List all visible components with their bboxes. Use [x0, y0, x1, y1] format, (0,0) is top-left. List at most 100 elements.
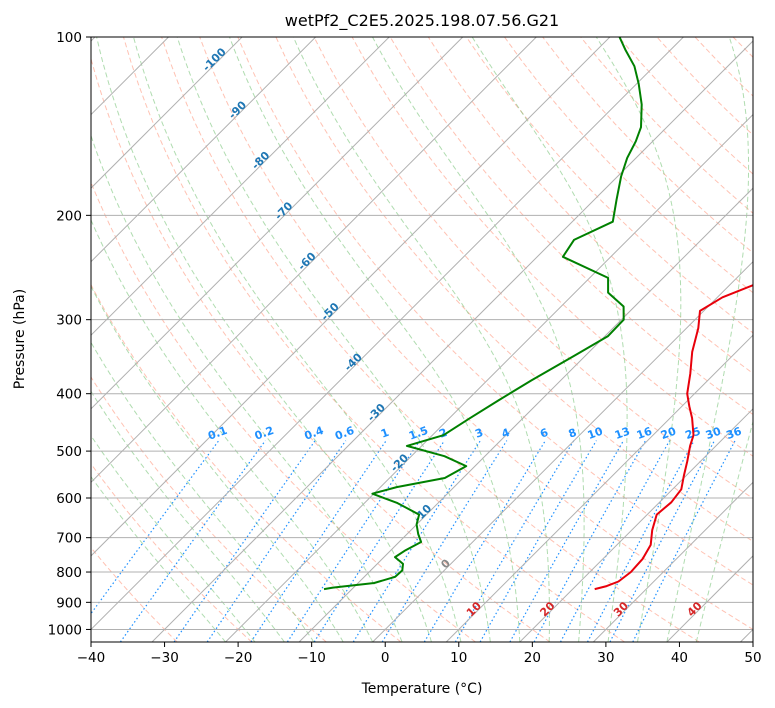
- dry-adiabat: [237, 37, 753, 586]
- x-tick-label: −40: [77, 650, 106, 666]
- mixing-ratio-line: [533, 440, 647, 642]
- isotherm-line: [592, 481, 753, 642]
- mixing-ratio-line: [559, 440, 671, 642]
- y-tick-label: 300: [56, 313, 82, 329]
- sounding-profiles: [323, 37, 753, 591]
- isotherm-line: [91, 37, 685, 631]
- isotherm-line: [298, 187, 753, 642]
- moist-adiabat: [91, 285, 344, 642]
- moist-adiabat: [96, 37, 432, 642]
- y-tick-label: 400: [56, 387, 82, 403]
- x-tick-label: 50: [744, 650, 761, 666]
- isotherm-line: [91, 37, 243, 189]
- mixing-ratio-line: [632, 440, 736, 642]
- mixing-ratio-line: [509, 440, 625, 642]
- x-tick-label: −30: [150, 650, 179, 666]
- dry-adiabat: [91, 463, 253, 642]
- moist-adiabat: [91, 341, 315, 642]
- temperature-profile: [594, 284, 753, 591]
- mixing-ratio-label: 8: [567, 426, 579, 441]
- dry-adiabat: [91, 376, 327, 642]
- isotherm-line: [445, 334, 753, 642]
- moist-adiabat: [292, 37, 550, 642]
- y-tick-label: 800: [56, 565, 82, 581]
- isotherm-line: [151, 40, 753, 642]
- x-tick-label: −20: [224, 650, 253, 666]
- mixing-ratio-label: 0.2: [253, 424, 276, 443]
- mixing-ratio-label: 1: [379, 426, 391, 441]
- y-tick-label: 900: [56, 595, 82, 611]
- dry-adiabat: [161, 37, 700, 642]
- mixing-ratio-line: [119, 440, 266, 642]
- x-axis-title: Temperature (°C): [361, 681, 483, 697]
- moist-adiabat: [91, 475, 226, 642]
- y-tick-label: 1000: [48, 622, 82, 638]
- isotherm-line: [225, 113, 753, 642]
- mixing-ratio-line: [479, 440, 597, 642]
- mixing-ratio-line: [352, 440, 481, 642]
- plot-frame: [90, 36, 754, 643]
- isotherm-line: [372, 260, 753, 642]
- mixing-ratio-line: [454, 440, 575, 642]
- mixing-ratio-lines: [91, 440, 736, 642]
- moist-adiabat: [595, 37, 682, 642]
- moist-adiabat: [372, 37, 585, 642]
- x-tick-label: 0: [381, 650, 390, 666]
- mixing-ratio-label: 6: [538, 426, 550, 441]
- y-axis: 100 200 300 400 500 600 700 800 900 1000: [48, 30, 91, 638]
- mixing-ratio-label: 36: [725, 424, 744, 442]
- x-axis: −40 −30 −20 −10 0 10 20 30 40 50: [77, 642, 762, 666]
- moist-adiabat: [229, 37, 521, 642]
- y-tick-label: 200: [56, 208, 82, 224]
- y-tick-label: 700: [56, 531, 82, 547]
- moist-adiabat: [471, 37, 628, 642]
- dry-adiabat: [91, 56, 551, 642]
- isotherm-line: [91, 37, 170, 116]
- mixing-ratio-line: [423, 440, 546, 642]
- mixing-ratio-line: [250, 440, 387, 642]
- dry-adiabat: [91, 181, 476, 642]
- mixing-ratio-label: 3: [473, 426, 485, 441]
- mixing-ratio-label: 10: [586, 424, 605, 442]
- mixing-ratio-line: [173, 440, 316, 642]
- chart-title: wetPf2_C2E5.2025.198.07.56.G21: [285, 11, 559, 31]
- mixing-ratio-label: 0.6: [333, 424, 356, 443]
- dry-adiabat: [91, 546, 178, 642]
- x-tick-label: 40: [671, 650, 688, 666]
- y-axis-title: Pressure (hPa): [12, 289, 28, 389]
- mixing-ratio-line: [286, 440, 421, 642]
- mixing-ratio-label: 0.4: [303, 424, 326, 443]
- mixing-ratio-label: 4: [500, 426, 512, 441]
- x-tick-label: 30: [597, 650, 614, 666]
- y-tick-label: 100: [56, 30, 82, 46]
- moist-adiabat: [666, 37, 750, 642]
- dry-adiabat: [389, 37, 753, 416]
- isotherm-line: [519, 408, 753, 642]
- mixing-ratio-line: [313, 440, 445, 642]
- moist-adiabat: [91, 218, 374, 642]
- moist-adiabat: [176, 37, 491, 642]
- isotherm-line: [91, 37, 317, 263]
- isotherm-line: [91, 37, 538, 484]
- dry-adiabat: [313, 37, 753, 500]
- mixing-ratio-label: 0.1: [206, 424, 229, 443]
- pressure-gridlines: [91, 37, 753, 630]
- dry-adiabat: [503, 37, 753, 294]
- y-tick-label: 500: [56, 444, 82, 460]
- mixing-ratio-label: 16: [635, 424, 654, 442]
- isotherm-line: [91, 37, 611, 557]
- mixing-ratio-label: 30: [704, 424, 723, 442]
- moist-adiabat: [695, 419, 753, 642]
- x-tick-label: 10: [450, 650, 467, 666]
- isotherm-line: [91, 37, 390, 336]
- x-tick-label: −10: [297, 650, 326, 666]
- x-tick-label: 20: [524, 650, 541, 666]
- isotherms: [91, 37, 753, 642]
- y-tick-label: 600: [56, 491, 82, 507]
- mixing-ratio-line: [91, 440, 220, 615]
- mixing-ratio-label: 20: [659, 424, 678, 442]
- dewpoint-profile: [323, 37, 643, 591]
- mixing-ratio-label: 13: [613, 425, 632, 442]
